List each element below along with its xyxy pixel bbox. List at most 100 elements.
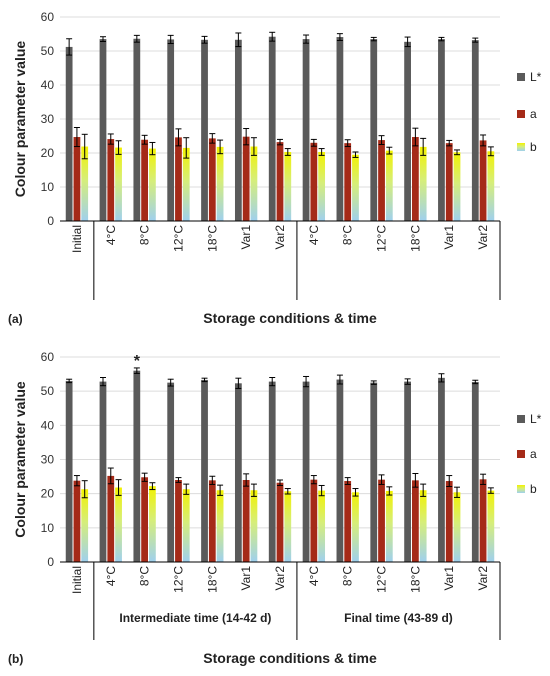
bar-a [344,481,352,562]
bar-a [344,143,352,221]
x-tick-label: 12°C [375,225,389,252]
bar-l-star [133,370,141,562]
bar-l-star [234,383,242,562]
bar-l-star [99,39,107,221]
bar-l-star [234,39,242,221]
legend-swatch-l-star [517,415,525,423]
legend-swatch-l-star [517,73,525,81]
bar-l-star [404,381,411,562]
x-tick-label: Var1 [442,225,456,250]
x-tick-label: 8°C [138,566,152,586]
x-tick-label: Var1 [239,225,253,250]
bar-l-star [370,382,378,562]
bar-l-star [65,380,73,562]
chart-panel-a: 0 10 20 30 40 50 60 Initial 4°C 8°C 12°C 18°C Var1 Va… [8,10,542,326]
bar-l-star [471,40,479,222]
bar-b [487,490,495,562]
bar-a [445,481,453,562]
bar-l-star [438,39,445,221]
x-tick-label: 12°C [375,566,389,593]
bar-l-star [336,37,344,222]
bar-b [318,490,326,562]
x-tick-label: Var2 [273,225,287,250]
legend-swatch-a [517,450,525,458]
bar-b [385,490,393,562]
y-tick-label: 20 [41,487,55,501]
x-tick-label: 4°C [307,225,321,245]
x-tick-label: 18°C [408,566,422,593]
bar-b [453,492,461,562]
bar-a [73,137,81,221]
bar-a [175,480,182,562]
x-tick-label: Initial [70,566,84,594]
bar-a [242,136,250,221]
x-tick-label: 4°C [104,566,118,586]
x-tick-label: Var1 [239,566,253,591]
legend-label: b [530,482,537,496]
bar-l-star [302,381,310,562]
y-axis-label: Colour parameter value [12,41,28,198]
bar-b [284,151,292,221]
bar-b [487,151,495,221]
legend-label: L* [530,70,542,84]
bar-b [385,150,393,221]
bar-a [378,140,385,221]
bar-l-star [404,41,411,221]
group-label: Intermediate time (14-42 d) [119,611,271,625]
panel-label: (b) [8,652,23,666]
x-tick-label: 12°C [171,225,185,252]
bar-a [175,137,182,221]
x-axis-label: Storage conditions & time [203,310,377,326]
group-label: Final time (43-89 d) [344,611,453,625]
significance-marker: * [134,353,141,370]
bar-a [445,143,453,221]
bar-b [81,489,89,562]
x-tick-label: Initial [70,225,84,253]
y-tick-label: 0 [47,214,54,228]
bar-a [479,140,487,221]
bar-b [284,491,292,562]
y-tick-label: 50 [41,44,55,58]
bar-a [242,480,250,562]
bar-b [352,492,359,562]
y-tick-label: 40 [41,78,55,92]
x-tick-label: 18°C [205,566,219,593]
y-tick-label: 60 [41,350,55,364]
legend-swatch-b [517,485,525,493]
bar-b [182,489,190,562]
x-tick-label: 4°C [307,566,321,586]
bar-b [149,148,156,221]
chart-panel-b: 0 10 20 30 40 50 60 Initial 4°C 8°C 12°C 18°C Var1 Va… [8,350,542,666]
panel-label: (a) [8,312,23,326]
bar-a [310,479,318,562]
bar-l-star [268,381,276,562]
bar-b [115,487,122,562]
x-tick-label: Var2 [273,566,287,591]
x-tick-label: 8°C [341,225,355,245]
bar-b [115,147,122,221]
x-tick-label: Var2 [476,225,490,250]
bar-b [149,486,156,562]
y-tick-label: 30 [41,453,55,467]
bar-l-star [201,379,208,562]
legend-label: a [530,447,537,461]
bar-l-star [167,382,175,562]
bar-b [318,151,326,221]
bar-a [141,139,148,221]
bar-a [107,139,115,221]
legend-label: L* [530,412,542,426]
bar-a [378,479,385,562]
bar-b [419,490,427,562]
bar-l-star [268,36,276,221]
bar-a [412,137,419,221]
x-tick-label: 18°C [205,225,219,252]
bar-a [208,138,216,221]
y-axis-label: Colour parameter value [12,381,28,538]
y-tick-label: 50 [41,384,55,398]
bar-b [216,146,224,221]
bar-a [208,480,216,562]
y-tick-label: 60 [41,10,55,24]
legend-label: b [530,140,537,154]
y-tick-label: 30 [41,112,55,126]
